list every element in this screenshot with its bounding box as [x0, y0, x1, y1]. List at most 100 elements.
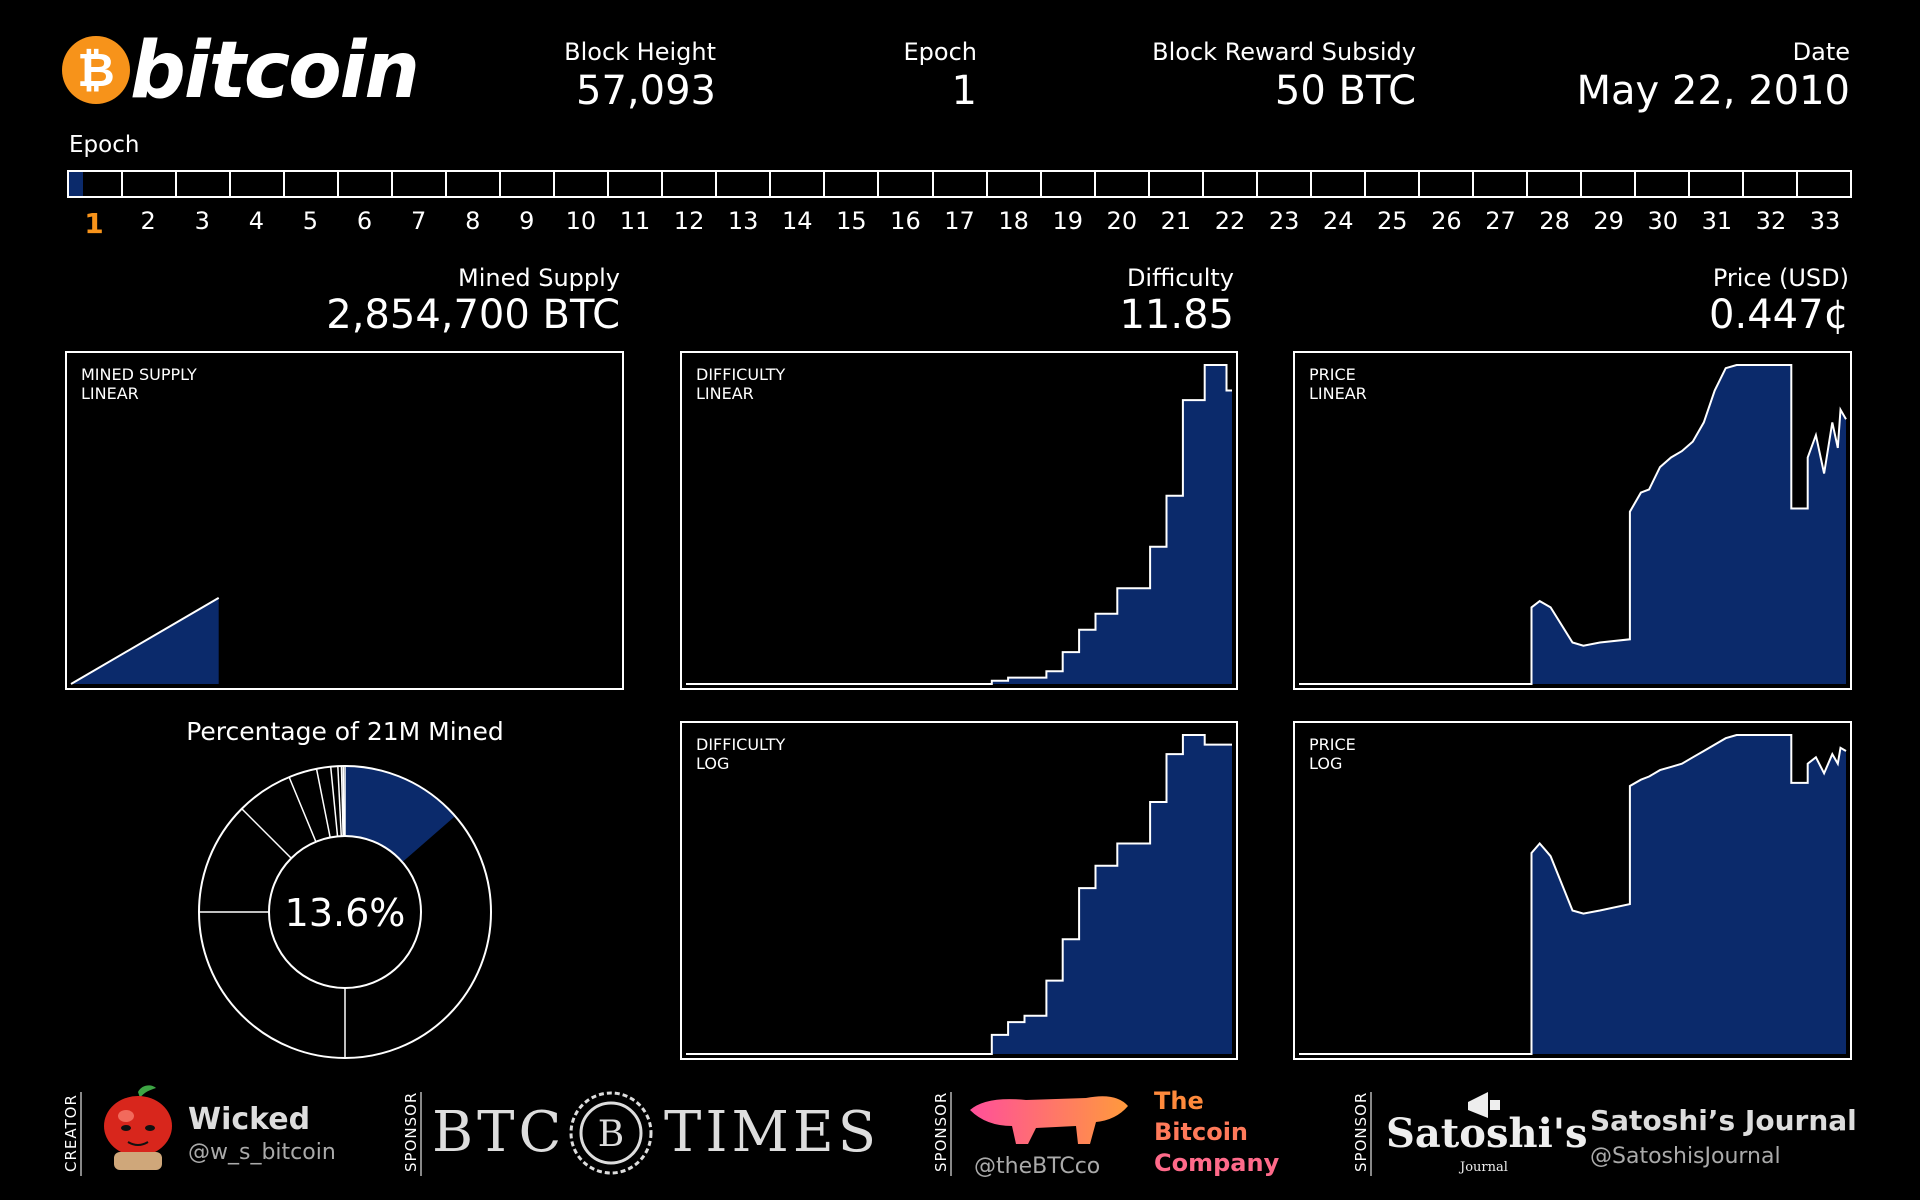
percentage-mined-donut: 13.6%: [198, 765, 492, 1059]
sponsor-tag: SPONSOR: [402, 1091, 420, 1172]
epoch-number: 27: [1485, 207, 1516, 235]
wicked-apple-avatar-icon: [104, 1085, 172, 1170]
chart-label: DIFFICULTY LINEAR: [696, 365, 785, 403]
divider: [80, 1092, 82, 1176]
epoch-value: 1: [951, 68, 977, 114]
creator-name: Wicked: [188, 1102, 311, 1137]
chart-label-line1: MINED SUPPLY: [81, 365, 197, 384]
chart-label-line1: PRICE: [1309, 735, 1356, 754]
epoch-number: 33: [1809, 207, 1841, 235]
chart-label: MINED SUPPLY LINEAR: [81, 365, 197, 403]
epoch-number: 26: [1431, 207, 1462, 235]
subsidy-value: 50 BTC: [1274, 68, 1416, 114]
epoch-label: Epoch: [903, 38, 978, 66]
donut-center-label: 13.6%: [285, 891, 406, 935]
btcco-line3: Company: [1154, 1149, 1280, 1177]
epoch-boundary-line: [340, 766, 344, 837]
epoch-number: 19: [1052, 207, 1083, 235]
price-label: Price (USD): [1712, 264, 1849, 292]
epoch-numbers: 1 2 3 4 5 6 7 8 9 10 11 12 13 14 15 16 17 18 19 20 21 22 23 24 2…: [67, 207, 1852, 240]
area-chart-svg: [70, 597, 220, 685]
price-value: 0.447¢: [1709, 292, 1849, 338]
btcco-name: The Bitcoin Company: [1154, 1086, 1279, 1179]
epoch-cell: [715, 170, 770, 198]
epoch-number: 28: [1539, 207, 1570, 235]
epoch-cell: [283, 170, 338, 198]
epoch-number: 2: [140, 207, 156, 235]
epoch-cell: [1633, 170, 1688, 198]
epoch-number: 7: [410, 207, 427, 235]
epoch-cell: [499, 170, 554, 198]
epoch-cell: [337, 170, 392, 198]
epoch-number: 15: [836, 207, 867, 235]
epoch-number: 31: [1701, 207, 1733, 235]
series-line: [686, 364, 1232, 685]
btcco-handle: @theBTCco: [974, 1154, 1101, 1179]
epoch-number: 1: [84, 207, 104, 240]
epoch-number: 20: [1106, 207, 1138, 235]
satoshi-handle: @SatoshisJournal: [1590, 1144, 1781, 1169]
epoch-boundary-line: [288, 776, 317, 843]
mined-supply-linear-chart: MINED SUPPLY LINEAR: [65, 351, 624, 690]
epoch-boundary-line: [342, 766, 345, 837]
epoch-number: 11: [619, 207, 651, 235]
price-linear-chart: PRICE LINEAR: [1293, 351, 1852, 690]
btcco-line2: Bitcoin: [1154, 1118, 1249, 1146]
block-height-value: 57,093: [576, 68, 716, 114]
chart-label: PRICE LINEAR: [1309, 365, 1367, 403]
series-line: [1299, 734, 1847, 1055]
epoch-cell: [769, 170, 824, 198]
bitcoin-logo-icon: ₿: [62, 36, 130, 104]
chart-label-line1: DIFFICULTY: [696, 735, 786, 754]
chart-label: PRICE LOG: [1309, 735, 1356, 773]
satoshi-megaphone-icon: [1468, 1092, 1500, 1118]
epoch-cell: [1039, 170, 1094, 198]
epoch-cell: [1471, 170, 1526, 198]
mined-slice: [345, 766, 456, 863]
epoch-progress-fill: [69, 172, 84, 196]
epoch-number: 18: [998, 207, 1029, 235]
chart-label-line1: DIFFICULTY: [696, 365, 786, 384]
epoch-number: 8: [465, 207, 481, 235]
epoch-number: 13: [727, 207, 759, 235]
epoch-cell: [607, 170, 662, 198]
epoch-cell: [1417, 170, 1472, 198]
difficulty-linear-chart: DIFFICULTY LINEAR: [680, 351, 1238, 690]
epoch-number: 29: [1593, 207, 1624, 235]
sponsor-tag: SPONSOR: [1352, 1091, 1370, 1172]
area-fill: [1299, 365, 1846, 684]
epoch-cell: [1687, 170, 1742, 198]
satoshi-name: Satoshi’s Journal: [1590, 1104, 1857, 1137]
epoch-number: 4: [248, 207, 264, 235]
epoch-cell: [985, 170, 1040, 198]
difficulty-value: 11.85: [1119, 292, 1234, 338]
bitcoin-logo-text: bitcoin: [130, 26, 420, 116]
epoch-number: 9: [519, 207, 535, 235]
btcco-line1: The: [1154, 1087, 1204, 1115]
chart-label-line1: PRICE: [1309, 365, 1356, 384]
date-value: May 22, 2010: [1576, 68, 1850, 114]
epoch-number: 30: [1647, 207, 1679, 235]
series-line: [70, 597, 220, 685]
epoch-cell: [1147, 170, 1202, 198]
epoch-number: 10: [565, 207, 597, 235]
epoch-cell: [121, 170, 176, 198]
epoch-number: 14: [781, 207, 813, 235]
donut-title: Percentage of 21M Mined: [186, 717, 504, 746]
divider: [950, 1092, 952, 1176]
epoch-number: 21: [1160, 207, 1192, 235]
btc-times-emblem-icon: B: [569, 1091, 653, 1175]
price-log-chart: PRICE LOG: [1293, 721, 1852, 1060]
epoch-progress-bar: [67, 170, 1853, 198]
btc-times-right: TIMES: [664, 1100, 881, 1165]
epoch-cell: [553, 170, 608, 198]
epoch-number: 16: [890, 207, 921, 235]
area-chart-svg: [1299, 734, 1847, 1055]
epoch-cell: [1741, 170, 1796, 198]
series-line: [686, 734, 1232, 1055]
epoch-number: 22: [1214, 207, 1246, 235]
epoch-cell: [661, 170, 716, 198]
area-fill: [686, 735, 1232, 1054]
epoch-number: 6: [356, 207, 373, 235]
epoch-boundary-line: [315, 768, 331, 838]
